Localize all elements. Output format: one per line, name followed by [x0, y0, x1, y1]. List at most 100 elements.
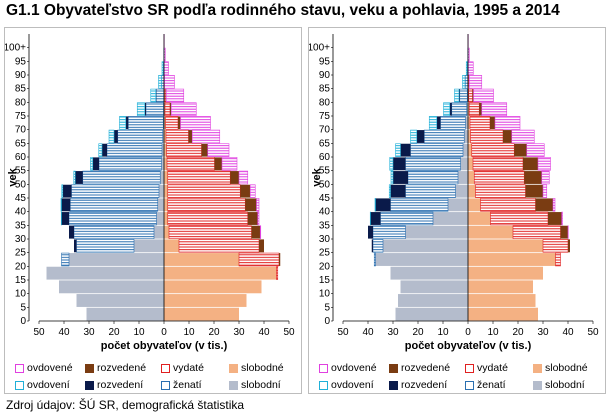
bar-women-slobodne-75: [164, 102, 165, 116]
legend-item-rozvedene: rozvedené: [85, 361, 146, 375]
bar-men-ovdoveni-50: [390, 170, 394, 185]
bar-men-zenati-75: [145, 102, 164, 116]
bar-women-vydate-30: [168, 225, 252, 239]
y-tick-label: 70: [15, 125, 27, 136]
legend-item-slobodne: slobodné: [533, 361, 588, 375]
y-tick-label: 60: [15, 152, 27, 163]
bar-women-slobodne-45: [164, 184, 168, 198]
y-tick-label: 0: [324, 316, 330, 327]
bar-women-slobodne-30: [468, 225, 513, 239]
legend-label: ovdovené: [331, 362, 377, 374]
bar-men-ovdoveni-65: [410, 129, 418, 144]
y-tick-label: 40: [15, 207, 27, 218]
bars: [46, 34, 281, 321]
bar-women-slobodne-15: [164, 266, 277, 280]
bar-men-zenati-25: [372, 239, 384, 253]
x-tick-label: 50: [283, 327, 295, 338]
bar-men-ovdoveni-55: [90, 157, 94, 171]
bar-men-slobodni-20: [375, 253, 468, 266]
bar-men-slobodni-10: [400, 280, 468, 294]
bar-men-zenati-55: [98, 157, 162, 171]
bar-women-rozvedene-75: [479, 102, 482, 116]
bar-men-ovdoveni-65: [108, 129, 115, 144]
bar-women-vydate-40: [480, 198, 536, 212]
bar-men-slobodni-45: [159, 184, 164, 198]
bar-women-rozvedene-65: [503, 130, 512, 143]
bar-men-slobodni-10: [59, 280, 164, 294]
y-tick-label: 65: [319, 138, 331, 149]
bar-women-ovdovene-80: [473, 88, 494, 103]
bar-women-ovdovene-70: [180, 116, 211, 130]
bar-women-slobodne-75: [468, 102, 470, 116]
legend-swatch: [85, 380, 94, 390]
legend-label: slobodné: [241, 362, 284, 374]
legend-swatch: [319, 380, 328, 390]
x-tick-label: 50: [337, 327, 349, 338]
y-tick-label: 55: [15, 166, 27, 177]
bar-men-ovdoveni-70: [119, 116, 127, 130]
bar-women-ovdovene-75: [170, 102, 197, 116]
x-tick-label: 20: [208, 327, 220, 338]
x-axis-title: počet obyvateľov (v tis.): [101, 340, 228, 352]
bar-men-rozvedeni-65: [114, 130, 118, 143]
legend-item-slobodni: slobodní: [533, 378, 585, 392]
bar-women-vydate-45: [167, 184, 241, 198]
y-tick-label: 15: [15, 275, 27, 286]
bar-women-slobodne-5: [468, 294, 536, 307]
bar-women-vydate-35: [167, 211, 249, 226]
bar-men-rozvedeni-25: [74, 239, 77, 253]
legend-item-zenati: ženatí: [465, 378, 506, 392]
bar-men-slobodni-0: [86, 307, 164, 321]
bar-women-ovdovene-90: [163, 61, 169, 75]
bar-men-slobodni-5: [76, 294, 164, 307]
bar-women-slobodne-15: [468, 266, 543, 280]
bar-men-slobodni-45: [455, 184, 468, 198]
bar-men-zenati-35: [380, 211, 434, 226]
y-tick-label: 5: [20, 302, 26, 313]
bar-men-rozvedeni-25: [371, 239, 373, 253]
bar-women-vydate-50: [167, 170, 231, 185]
bar-women-ovdovene-50: [238, 170, 249, 185]
y-tick-label: 35: [15, 220, 27, 231]
x-tick-label: 10: [487, 327, 499, 338]
legend-item-ovdovene: ovdovené: [15, 361, 73, 375]
y-tick-label: 5: [324, 302, 330, 313]
bar-men-zenati-30: [372, 225, 406, 239]
bar-men-rozvedeni-45: [62, 184, 72, 198]
bar-men-ovdoveni-90: [161, 61, 164, 75]
bar-women-slobodne-30: [164, 225, 169, 239]
bar-women-slobodne-55: [468, 157, 473, 171]
x-tick-label: 30: [387, 327, 399, 338]
bar-men-slobodni-30: [154, 225, 164, 239]
bar-women-vydate-25: [178, 239, 260, 253]
y-axis-title: vek: [7, 167, 19, 186]
bar-women-rozvedene-40: [535, 198, 553, 212]
legend-item-vydate: vydaté: [465, 361, 508, 375]
bar-women-slobodne-0: [164, 307, 239, 321]
y-tick-label: 75: [15, 111, 27, 122]
y-tick-label: 80: [15, 97, 27, 108]
y-tick-label: 95: [319, 56, 331, 67]
bar-women-rozvedene-45: [525, 184, 543, 198]
legend-item-slobodne: slobodné: [229, 361, 284, 375]
bar-women-vydate-70: [469, 116, 491, 130]
y-tick-label: 10: [319, 289, 331, 300]
bar-women-ovdovene-85: [468, 75, 483, 89]
bar-men-slobodni-15: [390, 266, 468, 280]
bar-women-slobodne-35: [164, 212, 168, 225]
bar-women-vydate-75: [468, 102, 480, 116]
bar-men-ovdoveni-85: [158, 75, 162, 89]
bar-women-slobodne-45: [468, 184, 476, 198]
legend-item-ovdoveni: ovdovení: [15, 378, 70, 392]
y-tick-label: 0: [20, 316, 26, 327]
bar-men-zenati-70: [440, 116, 466, 130]
x-tick-label: 30: [537, 327, 549, 338]
legend-swatch: [465, 380, 474, 390]
bar-men-rozvedeni-40: [375, 198, 391, 212]
bar-men-rozvedeni-30: [368, 225, 373, 239]
y-tick-label: 35: [319, 220, 331, 231]
bar-women-rozvedene-25: [259, 239, 264, 253]
bar-men-slobodni-60: [463, 143, 468, 157]
bar-men-slobodni-20: [69, 253, 164, 266]
bar-men-zenati-20: [373, 252, 376, 267]
